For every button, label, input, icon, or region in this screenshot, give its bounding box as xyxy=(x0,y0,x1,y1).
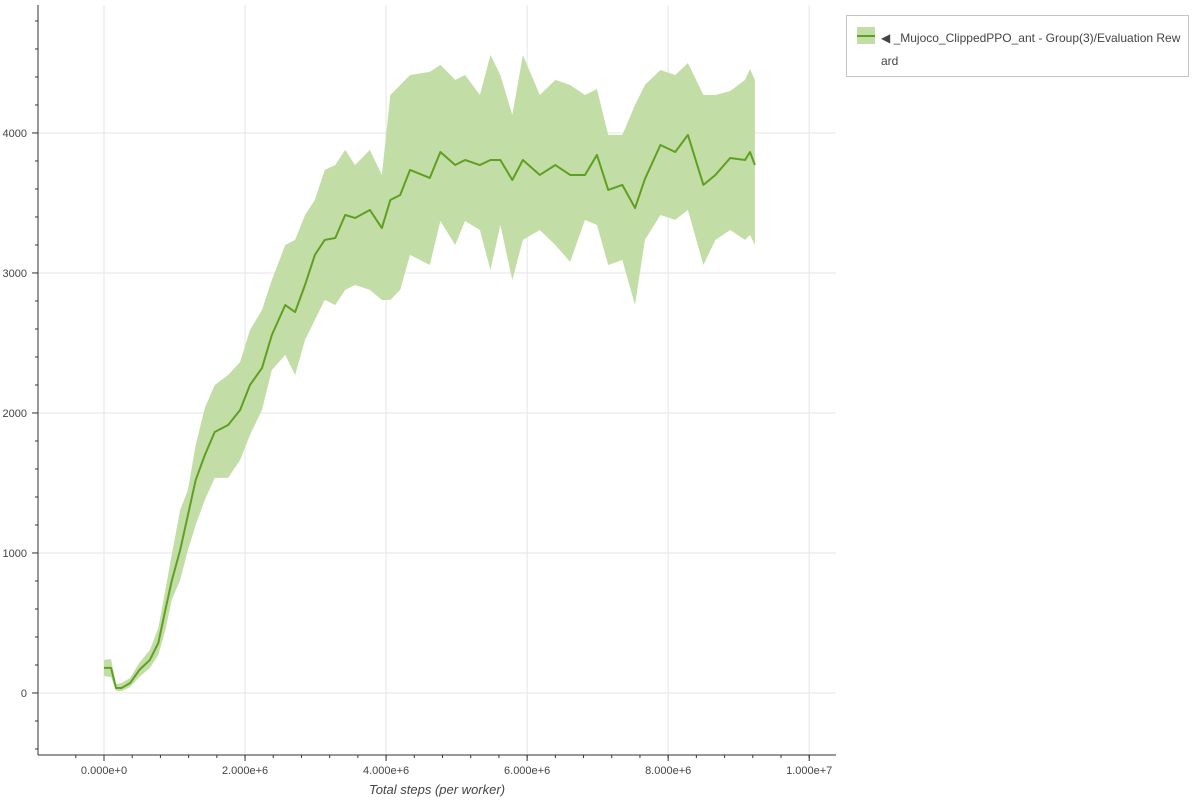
y-tick-label: 4000 xyxy=(3,128,27,140)
x-tick-label: 6.000e+6 xyxy=(504,765,550,777)
x-axis-label: Total steps (per worker) xyxy=(369,782,505,797)
series-layer xyxy=(104,54,756,692)
axes: 0.000e+0 2.000e+6 4.000e+6 6.000e+6 8.000e+6… xyxy=(3,5,836,777)
x-tick-label: 1.000e+7 xyxy=(786,765,832,777)
mean-line xyxy=(104,133,756,689)
y-tick-label: 0 xyxy=(21,688,27,700)
legend-entry[interactable]: ◀ _Mujoco_ClippedPPO_ant - Group(3)/Eval… xyxy=(881,31,1181,68)
y-tick-label: 2000 xyxy=(3,408,27,420)
x-tick-label: 4.000e+6 xyxy=(363,765,409,777)
confidence-band xyxy=(104,54,755,692)
legend-swatch xyxy=(857,27,875,44)
legend[interactable]: ◀ _Mujoco_ClippedPPO_ant - Group(3)/Eval… xyxy=(846,15,1189,77)
x-tick-label: 0.000e+0 xyxy=(81,765,127,777)
y-tick-label: 1000 xyxy=(3,548,27,560)
grid xyxy=(38,5,836,755)
x-tick-label: 2.000e+6 xyxy=(222,765,268,777)
x-tick-label: 8.000e+6 xyxy=(645,765,691,777)
y-tick-label: 3000 xyxy=(3,268,27,280)
